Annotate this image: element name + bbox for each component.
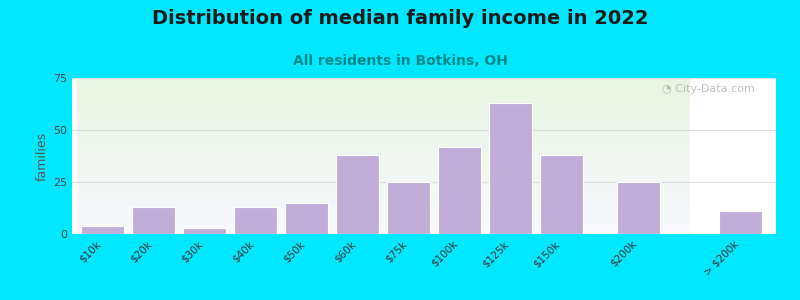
- Text: All residents in Botkins, OH: All residents in Botkins, OH: [293, 54, 507, 68]
- Bar: [387, 182, 430, 234]
- Bar: [718, 211, 762, 234]
- Text: Distribution of median family income in 2022: Distribution of median family income in …: [152, 9, 648, 28]
- Bar: [489, 103, 533, 234]
- Bar: [617, 182, 660, 234]
- Bar: [336, 155, 379, 234]
- Text: ◔ City-Data.com: ◔ City-Data.com: [662, 84, 755, 94]
- Bar: [438, 147, 482, 234]
- Bar: [132, 207, 175, 234]
- Bar: [81, 226, 124, 234]
- Bar: [234, 207, 278, 234]
- Bar: [183, 228, 226, 234]
- Bar: [285, 203, 328, 234]
- Y-axis label: families: families: [36, 131, 49, 181]
- Bar: [540, 155, 583, 234]
